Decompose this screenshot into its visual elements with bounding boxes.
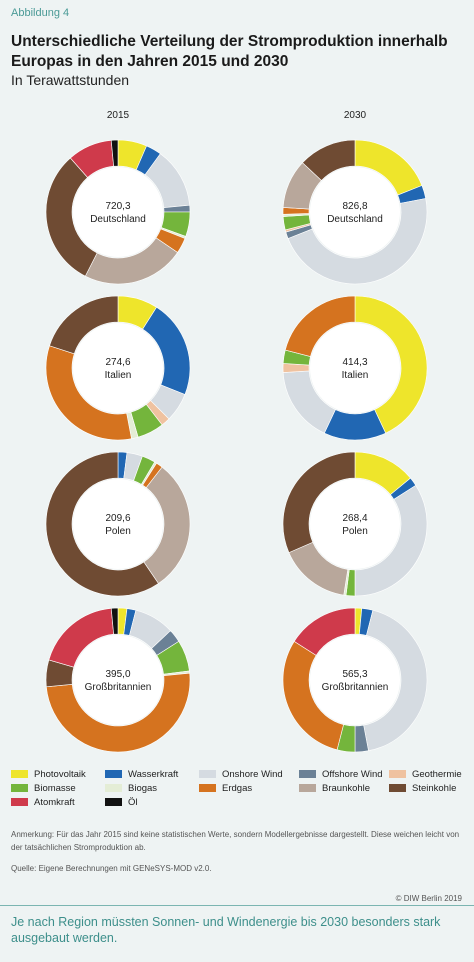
legend-label: Onshore Wind	[222, 768, 283, 780]
legend-label: Öl	[128, 796, 138, 808]
slice-öl	[110, 139, 119, 167]
donut-deutschland-2030: 826,8 Deutschland	[282, 139, 428, 285]
donut-total-label: 395,0	[105, 669, 130, 680]
donut-country-label: Großbritannien	[322, 682, 389, 693]
legend-item-offshore-wind: Offshore Wind	[299, 767, 383, 781]
donut-hole	[73, 167, 163, 257]
slice-photovoltaik	[354, 295, 428, 434]
slice-erdgas	[284, 295, 356, 357]
legend-label: Erdgas	[222, 782, 253, 794]
legend-swatch	[105, 770, 122, 778]
donut-polen-2015: 209,6 Polen	[45, 451, 191, 597]
chart-title: Unterschiedliche Verteilung der Strompro…	[11, 33, 448, 70]
legend-swatch	[11, 770, 28, 778]
donut-hole	[73, 323, 163, 413]
donut-country-label: Polen	[105, 526, 131, 537]
donut-country-label: Deutschland	[327, 214, 383, 225]
slice-öl	[110, 607, 119, 635]
legend-item-atomkraft: Atomkraft	[11, 795, 75, 809]
legend-item-wasserkraft: Wasserkraft	[105, 767, 178, 781]
donut-hole	[310, 479, 400, 569]
legend-item-steinkohle: Steinkohle	[389, 781, 456, 795]
legend-swatch	[389, 770, 406, 778]
legend-label: Wasserkraft	[128, 768, 179, 780]
legend-swatch	[389, 784, 406, 792]
donut-total-label: 826,8	[342, 201, 367, 212]
footer-summary: Je nach Region müssten Sonnen- und Winde…	[11, 915, 441, 945]
legend-swatch	[11, 798, 28, 806]
donut-italien-2030: 414,3 Italien	[282, 295, 428, 441]
legend-item-erdgas: Erdgas	[199, 781, 252, 795]
divider	[0, 905, 474, 906]
slice-onshore-wind	[363, 609, 428, 752]
slice-steinkohle	[282, 451, 356, 553]
legend-item-geothermie: Geothermie	[389, 767, 462, 781]
donut-country-label: Italien	[105, 370, 132, 381]
donut-country-label: Italien	[342, 370, 369, 381]
legend-swatch	[199, 784, 216, 792]
legend-swatch	[11, 784, 28, 792]
donut-deutschland-2015: 720,3 Deutschland	[45, 139, 191, 285]
legend-item-biomasse: Biomasse	[11, 781, 76, 795]
legend-swatch	[105, 798, 122, 806]
donut-chart-grid: 720,3 Deutschland 826,8 Deutschland 274,6 Ita…	[45, 139, 428, 753]
legend-swatch	[199, 770, 216, 778]
donut-country-label: Polen	[342, 526, 368, 537]
chart-note: Anmerkung: Für das Jahr 2015 sind keine …	[11, 830, 460, 852]
donut-großbritannien-2030: 565,3 Großbritannien	[282, 607, 428, 753]
legend-label: Offshore Wind	[322, 768, 383, 780]
legend-item-biogas: Biogas	[105, 781, 157, 795]
donut-hole	[310, 323, 400, 413]
donut-total-label: 268,4	[342, 513, 367, 524]
donut-italien-2015: 274,6 Italien	[45, 295, 191, 441]
legend-swatch	[299, 770, 316, 778]
legend-swatch	[105, 784, 122, 792]
slice-onshore-wind	[287, 198, 428, 285]
legend-label: Geothermie	[412, 768, 462, 780]
legend-label: Biogas	[128, 782, 158, 794]
legend-label: Braunkohle	[322, 782, 371, 794]
donut-total-label: 565,3	[342, 669, 367, 680]
slice-atomkraft	[293, 607, 356, 656]
slice-steinkohle	[45, 451, 159, 597]
donut-total-label: 274,6	[105, 357, 130, 368]
donut-total-label: 720,3	[105, 201, 130, 212]
donut-hole	[73, 479, 163, 569]
legend-swatch	[299, 784, 316, 792]
legend-label: Atomkraft	[34, 796, 75, 808]
donut-hole	[310, 635, 400, 725]
column-header-2015: 2015	[106, 110, 130, 121]
slice-steinkohle	[302, 139, 356, 181]
chart-source: Quelle: Eigene Berechnungen mit GENeSYS-…	[11, 864, 212, 873]
figure-label: Abbildung 4	[11, 7, 70, 19]
column-header-2030: 2030	[343, 110, 367, 121]
legend-label: Biomasse	[34, 782, 76, 794]
chart-subtitle: In Terawattstunden	[11, 72, 130, 88]
donut-total-label: 209,6	[105, 513, 130, 524]
donut-großbritannien-2015: 395,0 Großbritannien	[45, 607, 191, 753]
legend-label: Photovoltaik	[34, 768, 86, 780]
copyright: © DIW Berlin 2019	[395, 894, 462, 903]
donut-hole	[73, 635, 163, 725]
legend-label: Steinkohle	[412, 782, 457, 794]
legend-item-braunkohle: Braunkohle	[299, 781, 370, 795]
donut-hole	[310, 167, 400, 257]
donut-total-label: 414,3	[342, 357, 367, 368]
legend-item-öl: Öl	[105, 795, 138, 809]
legend-item-onshore-wind: Onshore Wind	[199, 767, 283, 781]
legend-item-photovoltaik: Photovoltaik	[11, 767, 86, 781]
slice-erdgas	[45, 345, 132, 441]
donut-country-label: Deutschland	[90, 214, 146, 225]
donut-country-label: Großbritannien	[85, 682, 152, 693]
slice-erdgas	[45, 672, 191, 753]
donut-polen-2030: 268,4 Polen	[282, 451, 428, 597]
slice-steinkohle	[49, 295, 119, 355]
